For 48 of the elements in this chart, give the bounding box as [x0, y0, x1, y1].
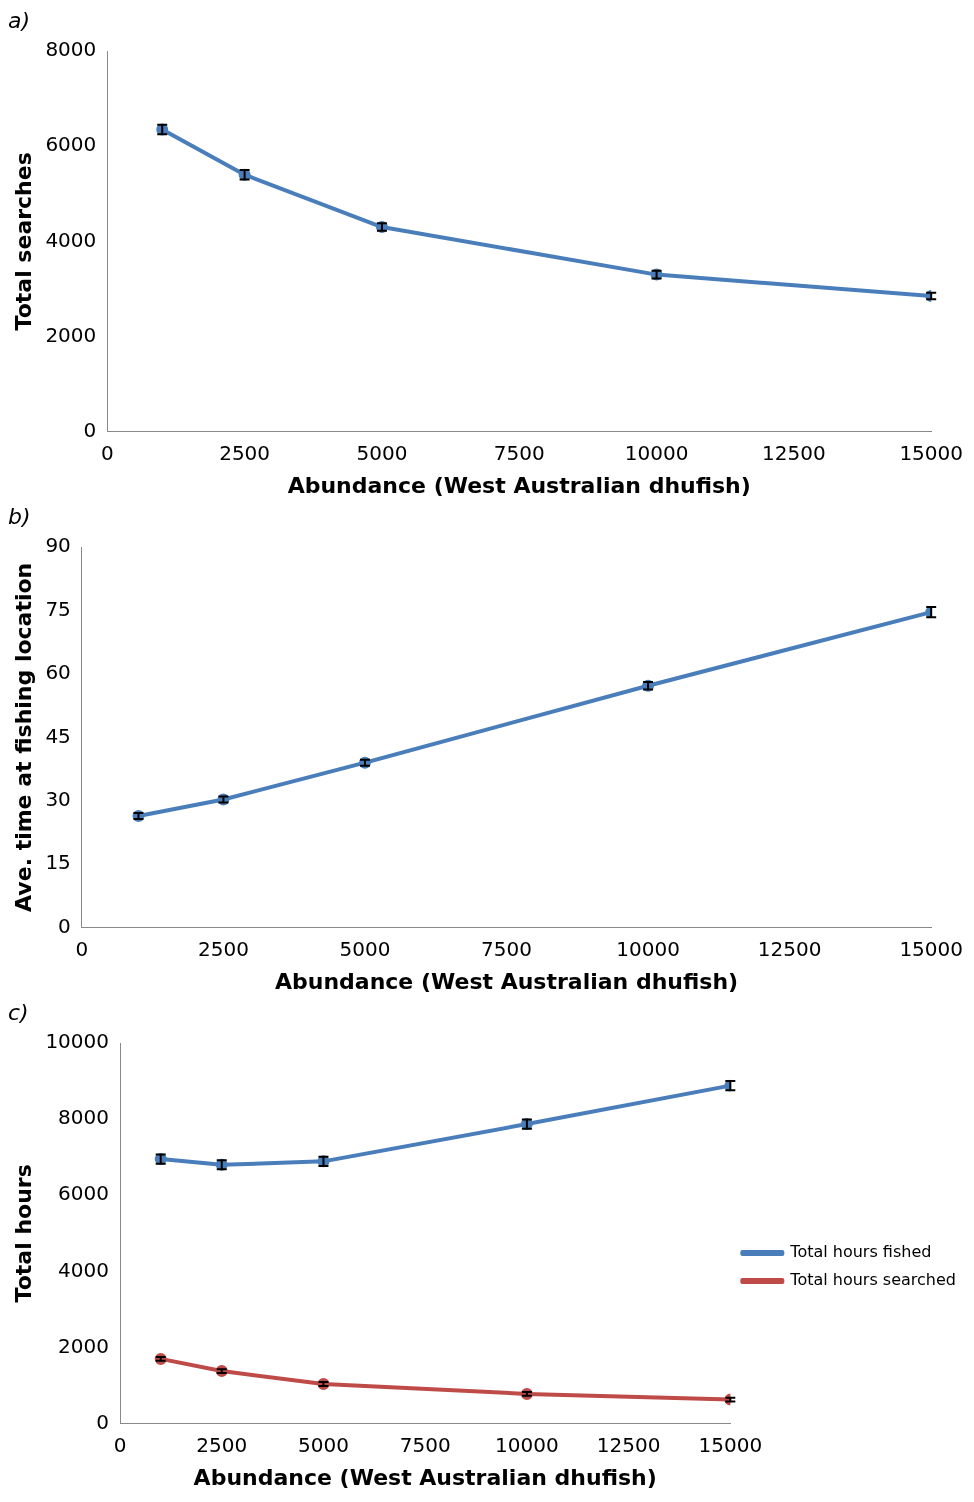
x-tick-label: 7500	[399, 1432, 451, 1457]
y-tick-label: 6000	[58, 1181, 110, 1206]
y-tick-label: 10000	[45, 1029, 110, 1054]
x-axis-title: Abundance (West Australian dhufish)	[193, 1464, 657, 1490]
x-axis-title: Abundance (West Australian dhufish)	[274, 968, 739, 994]
y-tick-label: 15	[45, 850, 71, 875]
legend-label: Total hours fished	[789, 1242, 932, 1262]
x-tick-label: 5000	[339, 936, 391, 961]
x-tick-label: 10000	[495, 1432, 559, 1457]
y-tick-label: 0	[83, 417, 97, 442]
y-axis-title: Total hours	[10, 1164, 36, 1303]
legend-label: Total hours searched	[789, 1270, 956, 1290]
y-axis-title: Ave. time at fishing location	[10, 562, 36, 912]
chart-title: b)	[8, 504, 32, 531]
y-tick-label: 60	[45, 660, 71, 685]
y-tick-label: 75	[45, 596, 71, 621]
x-tick-label: 0	[113, 1432, 127, 1457]
y-tick-label: 45	[45, 723, 71, 748]
x-tick-label: 15000	[899, 936, 963, 961]
x-tick-label: 2500	[219, 440, 271, 465]
y-tick-label: 8000	[58, 1105, 110, 1130]
x-axis-title: Abundance (West Australian dhufish)	[287, 472, 751, 498]
x-tick-label: 12500	[596, 1432, 661, 1457]
y-tick-label: 30	[45, 786, 71, 811]
y-tick-label: 4000	[58, 1257, 110, 1282]
y-axis-title: Total searches	[10, 152, 36, 331]
y-tick-label: 0	[58, 913, 71, 938]
x-tick-label: 7500	[481, 936, 532, 961]
x-tick-label: 15000	[698, 1432, 763, 1457]
y-tick-label: 6000	[45, 132, 97, 157]
x-tick-label: 2500	[196, 1432, 248, 1457]
y-tick-label: 2000	[58, 1333, 110, 1358]
y-tick-label: 4000	[45, 227, 97, 252]
x-tick-label: 15000	[899, 440, 963, 465]
x-tick-label: 5000	[356, 440, 408, 465]
y-tick-label: 0	[96, 1409, 110, 1434]
chart-title: c)	[8, 1000, 30, 1027]
chart-title: a)	[8, 8, 32, 35]
x-tick-label: 2500	[197, 936, 249, 961]
x-tick-label: 12500	[762, 440, 826, 465]
x-tick-label: 12500	[757, 936, 822, 961]
x-tick-label: 10000	[624, 440, 689, 465]
y-tick-label: 2000	[45, 322, 97, 347]
y-tick-label: 8000	[45, 37, 97, 62]
y-tick-label: 90	[45, 533, 71, 558]
x-tick-label: 7500	[493, 440, 545, 465]
x-tick-label: 5000	[298, 1432, 349, 1457]
x-tick-label: 10000	[616, 936, 680, 961]
